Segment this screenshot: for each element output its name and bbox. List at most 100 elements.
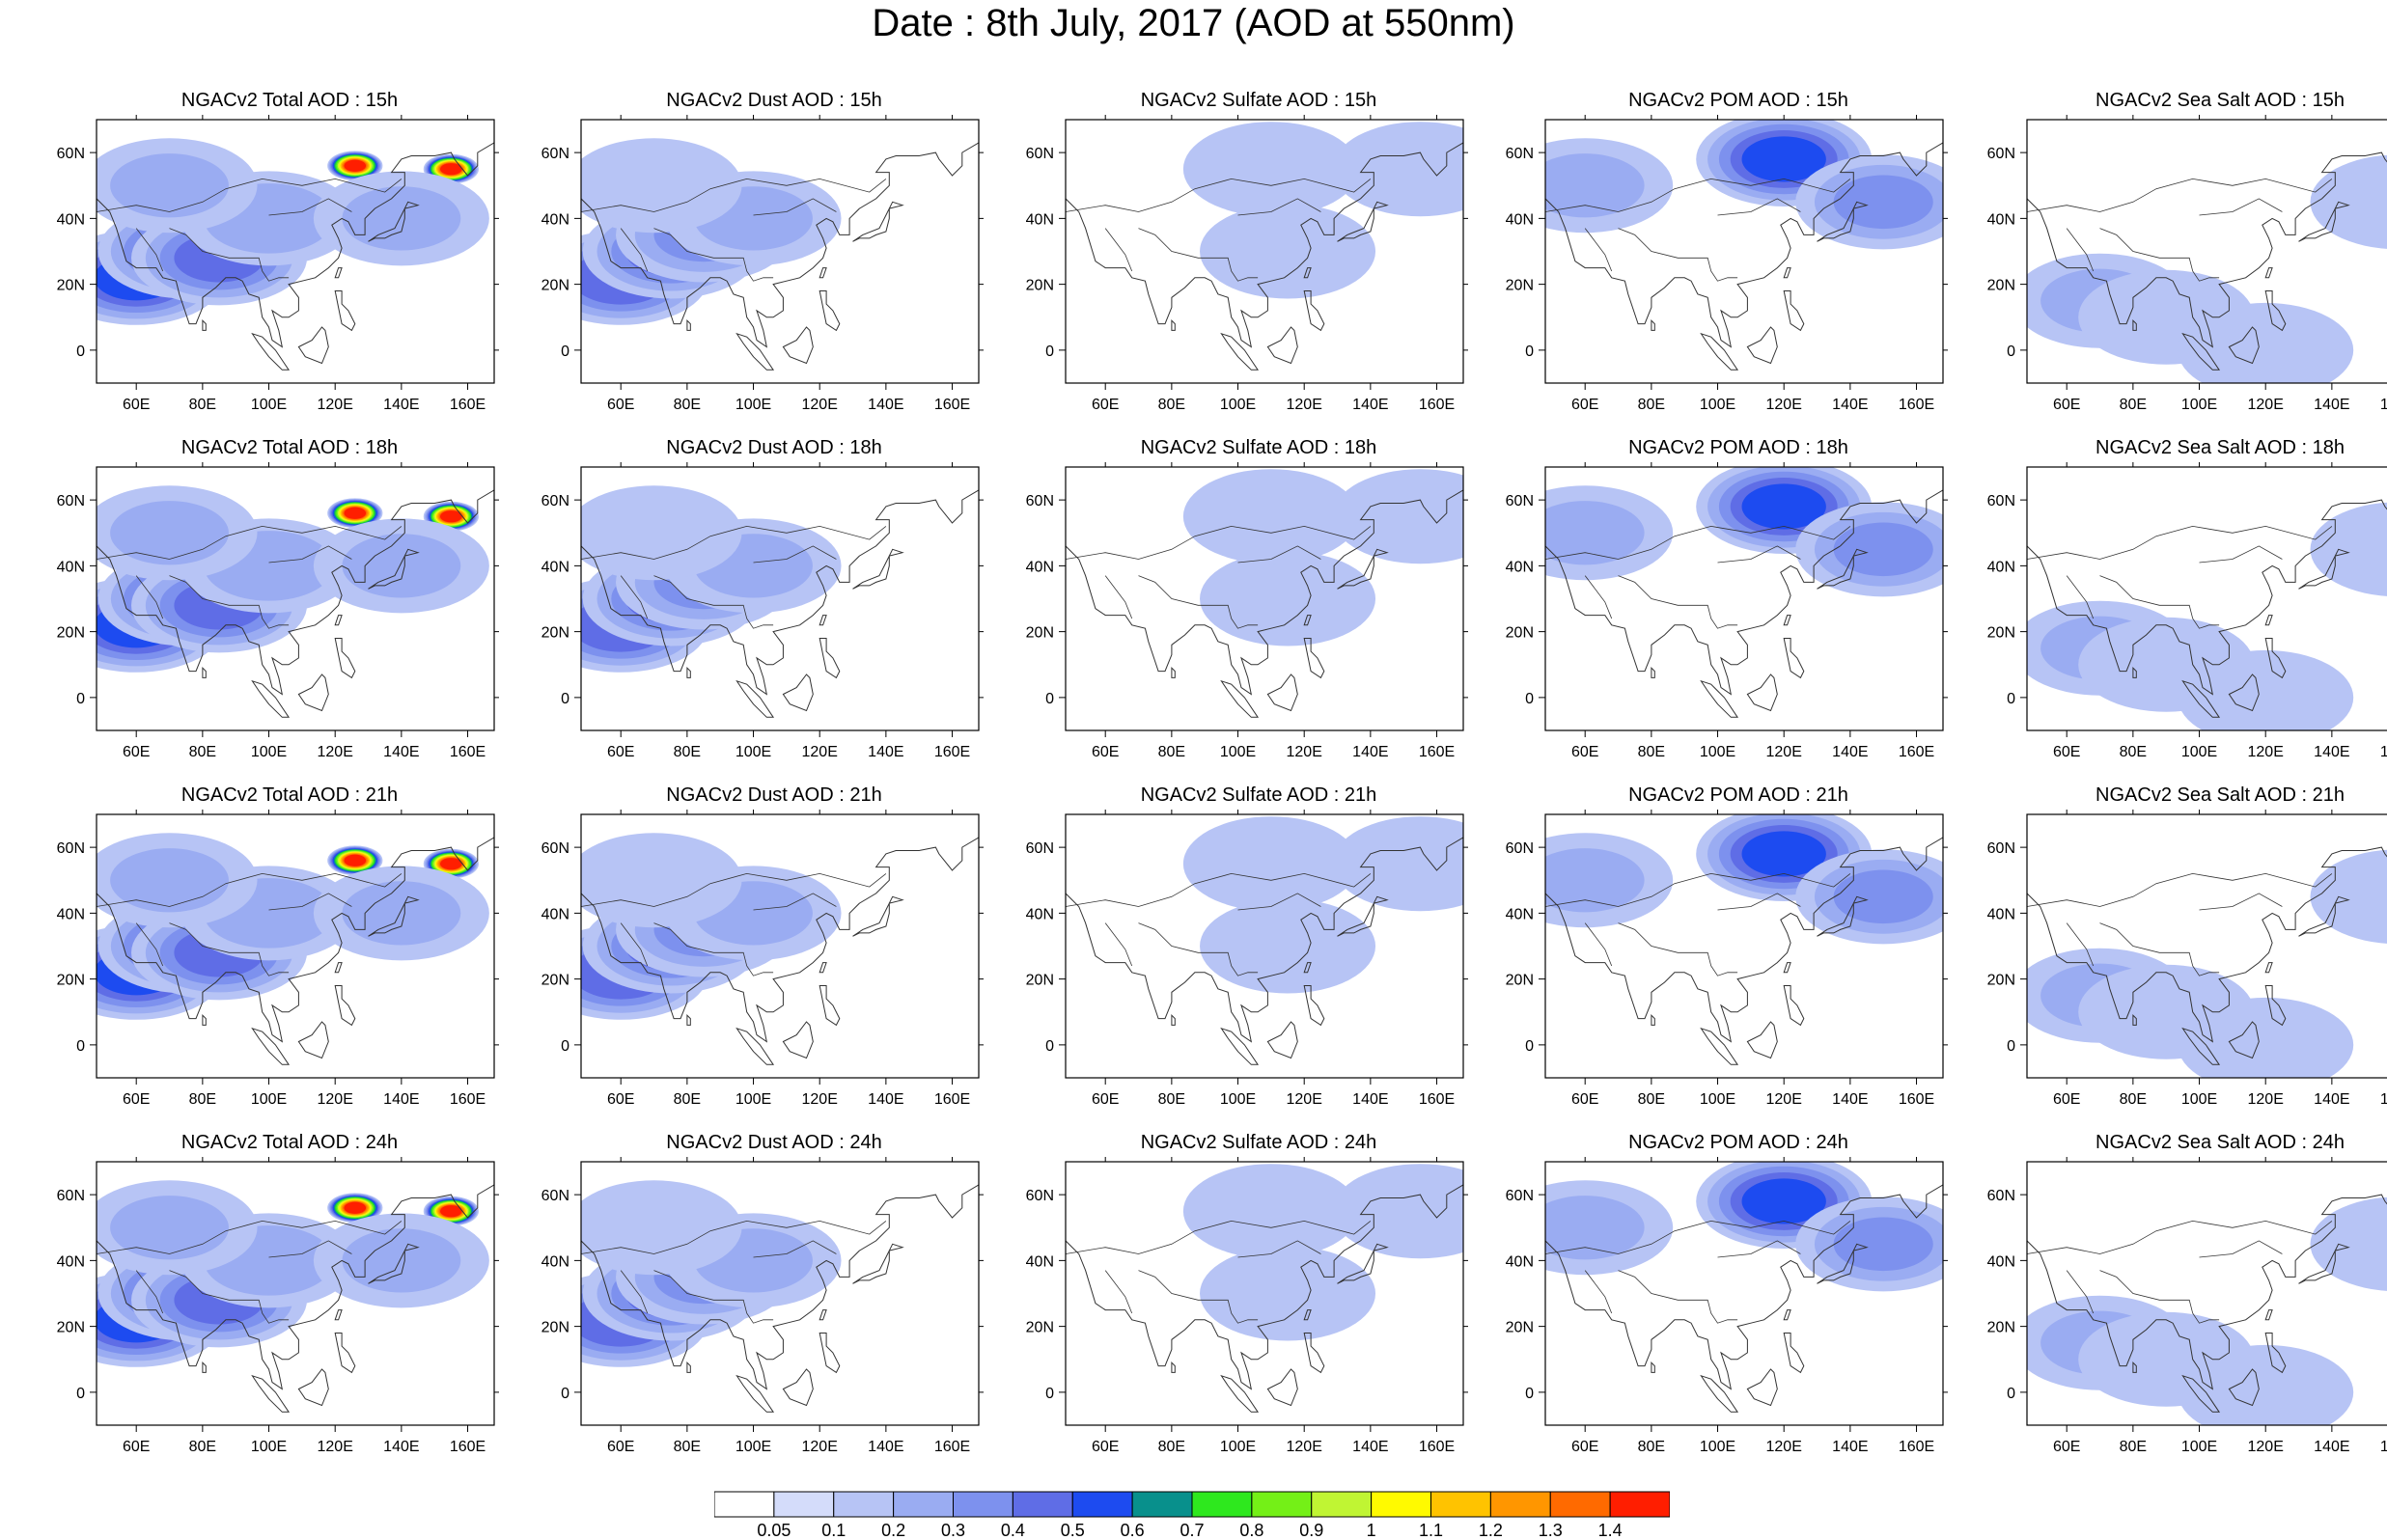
lat-tick-label: 20N	[57, 278, 85, 294]
panel-title: NGACv2 POM AOD : 21h	[1628, 784, 1848, 806]
plot-frame	[1065, 1161, 1464, 1426]
lon-tick-label: 120E	[1287, 744, 1322, 760]
coastlines	[1545, 837, 1943, 1065]
coastline	[852, 895, 904, 937]
border-line	[2099, 575, 2220, 629]
aod-field	[2027, 849, 2387, 1078]
coastline	[1651, 1361, 1655, 1373]
lon-tick-label: 80E	[674, 744, 701, 760]
lat-tick-label: 40N	[1506, 211, 1534, 228]
colorbar-label: 1	[1367, 1521, 1376, 1538]
border-line	[268, 198, 352, 216]
lon-tick-label: 140E	[383, 397, 419, 413]
coastline	[1303, 267, 1312, 279]
map-plot: 60E 80E 100E 120E 140E 160E 60N 40N 20N 0	[57, 115, 499, 413]
map-plot: 60E 80E 100E 120E 140E 160E 60N 40N 20N 0	[541, 1157, 984, 1455]
coastline	[334, 1309, 343, 1321]
coastline	[1783, 1333, 1805, 1374]
lat-tick-label: 0	[561, 344, 569, 360]
coastline	[2181, 1374, 2221, 1413]
map-plot: 60E 80E 100E 120E 140E 160E 60N 40N 20N 0	[57, 462, 499, 760]
lon-tick-label: 60E	[123, 397, 150, 413]
border-line	[1717, 893, 1801, 911]
coastline	[2264, 615, 2273, 626]
border-line	[1066, 872, 1372, 907]
map-panel: NGACv2 Dust AOD : 15h 60E 80E 100E 120E 140E 1…	[533, 89, 1015, 426]
colorbar-swatch	[1489, 1491, 1551, 1518]
coastlines	[97, 837, 494, 1065]
coastline	[2264, 1309, 2273, 1321]
colorbar-swatch	[773, 1491, 835, 1518]
lat-tick-label: 0	[2007, 344, 2015, 360]
colorbar-label: 1.1	[1419, 1521, 1443, 1538]
coastline	[1266, 326, 1298, 365]
lon-tick-label: 60E	[607, 1439, 634, 1455]
aod-field	[97, 833, 489, 1020]
panel-title: NGACv2 Dust AOD : 21h	[666, 784, 882, 806]
lon-tick-label: 60E	[607, 1091, 634, 1108]
lat-tick-label: 60N	[1987, 1188, 2015, 1204]
border-line	[753, 1240, 837, 1258]
aod-contour	[1545, 848, 1645, 913]
coastline	[334, 985, 356, 1027]
lon-tick-label: 80E	[1638, 1439, 1665, 1455]
lon-tick-label: 120E	[318, 744, 353, 760]
coastline	[334, 638, 356, 679]
lat-tick-label: 0	[76, 344, 85, 360]
lat-tick-label: 20N	[541, 1320, 569, 1336]
colorbar-swatch	[1549, 1491, 1611, 1518]
coastline	[334, 962, 343, 974]
aod-contour	[110, 153, 229, 218]
coastlines	[581, 142, 979, 371]
lat-tick-label: 0	[2007, 1038, 2015, 1055]
lon-tick-label: 100E	[1220, 1091, 1256, 1108]
lon-tick-label: 160E	[1419, 744, 1455, 760]
aod-contour	[2310, 849, 2387, 944]
aod-contour	[1182, 122, 1359, 217]
lon-tick-label: 60E	[2053, 1091, 2080, 1108]
lat-tick-label: 60N	[1026, 840, 1054, 857]
coastline	[736, 1027, 775, 1065]
aod-contour	[2178, 1344, 2354, 1425]
lon-tick-label: 60E	[1571, 1439, 1598, 1455]
lat-tick-label: 0	[1045, 1038, 1054, 1055]
lon-tick-label: 160E	[450, 1091, 486, 1108]
coastline	[297, 674, 329, 712]
border-line	[1545, 872, 1851, 907]
border-line	[620, 922, 649, 967]
plot-frame	[580, 813, 980, 1079]
border-line	[653, 575, 774, 629]
lon-tick-label: 60E	[1571, 1091, 1598, 1108]
aod-field	[2027, 1196, 2387, 1425]
aod-contour	[440, 163, 462, 176]
panel-title: NGACv2 Dust AOD : 18h	[666, 437, 882, 458]
colorbar-label: 0.3	[941, 1521, 965, 1538]
lat-tick-label: 20N	[1026, 278, 1054, 294]
lon-tick-label: 60E	[2053, 1439, 2080, 1455]
coastline	[686, 1013, 691, 1026]
aod-contour	[342, 534, 461, 598]
map-panel: NGACv2 Total AOD : 21h 60E 80E 100E 120E 140E…	[48, 784, 531, 1121]
lon-tick-label: 160E	[2380, 744, 2387, 760]
lon-tick-label: 80E	[1638, 397, 1665, 413]
border-line	[1545, 1220, 1851, 1254]
lat-tick-label: 60N	[1506, 840, 1534, 857]
panel-title: NGACv2 Sulfate AOD : 18h	[1140, 437, 1377, 458]
coastline	[1220, 1374, 1260, 1413]
aod-contour	[344, 507, 367, 519]
panel-title: NGACv2 Total AOD : 24h	[180, 1132, 399, 1153]
panel-title: NGACv2 Sea Salt AOD : 18h	[2096, 437, 2345, 458]
coastline	[2264, 985, 2287, 1027]
coastline	[736, 1374, 775, 1413]
colorbar-swatch	[893, 1491, 954, 1518]
coastline	[2264, 962, 2273, 974]
panel-title: NGACv2 Total AOD : 18h	[180, 437, 399, 458]
plot-frame	[2026, 813, 2387, 1079]
lat-tick-label: 40N	[1026, 1253, 1054, 1270]
lat-tick-label: 0	[1525, 1386, 1534, 1402]
lon-tick-label: 80E	[1638, 1091, 1665, 1108]
coastline	[581, 1184, 979, 1390]
plot-frame	[2026, 466, 2387, 731]
coastline	[2181, 679, 2221, 718]
